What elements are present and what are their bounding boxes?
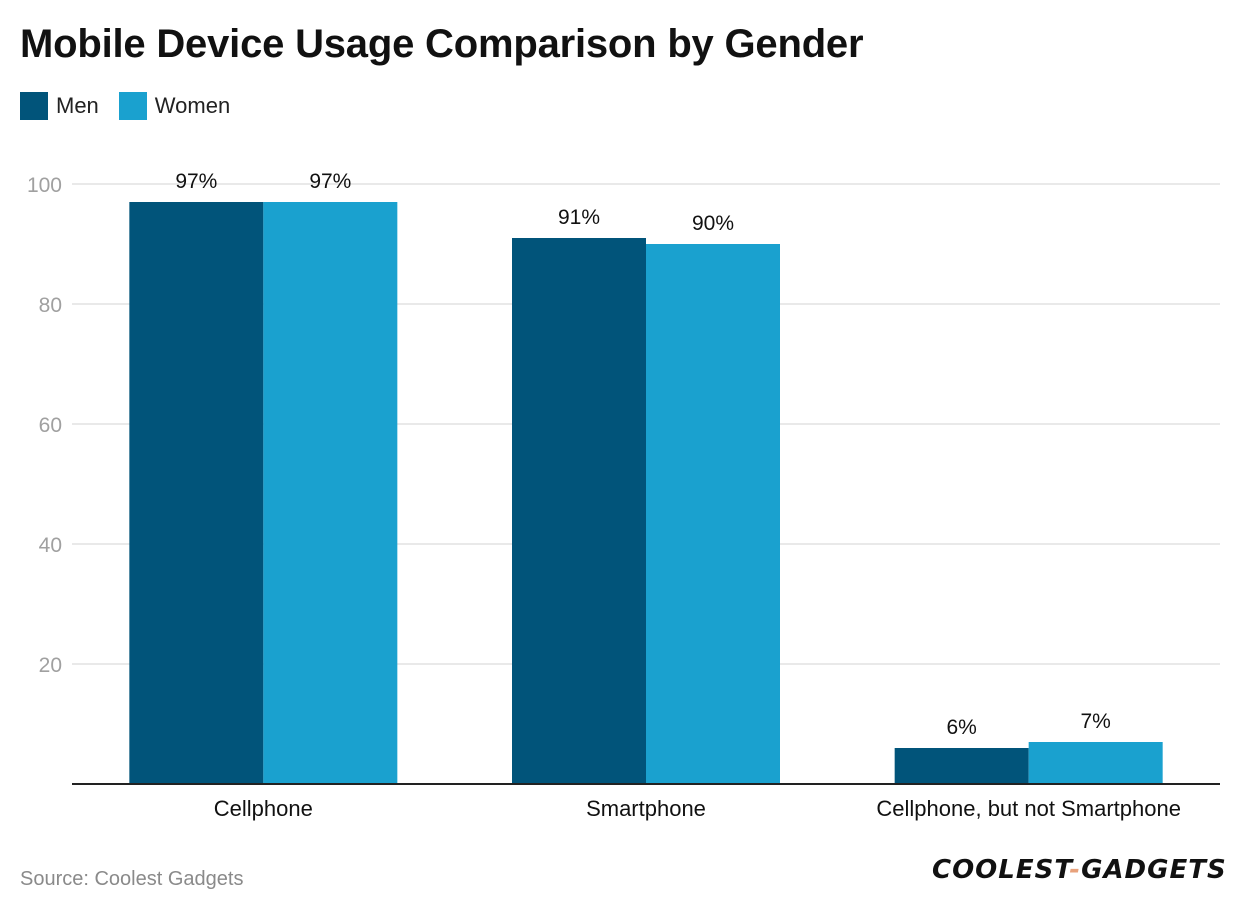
- coolest-gadgets-logo: COOLEST-GADGETS: [932, 855, 1227, 885]
- bar-men-0: [129, 202, 264, 784]
- legend: Men Women: [20, 92, 230, 120]
- legend-label-men: Men: [56, 93, 99, 118]
- y-tick-label-100: 100: [27, 174, 62, 197]
- x-tick-label-2: Cellphone, but not Smartphone: [876, 796, 1181, 821]
- data-label-women-0: 97%: [309, 170, 351, 193]
- y-tick-label-80: 80: [39, 294, 62, 317]
- logo-text-left: COOLEST: [932, 855, 1070, 885]
- chart-title: Mobile Device Usage Comparison by Gender: [20, 22, 864, 66]
- data-label-men-0: 97%: [175, 170, 217, 193]
- logo-dash: -: [1069, 855, 1082, 885]
- source-note: Source: Coolest Gadgets: [20, 868, 244, 890]
- legend-label-women: Women: [154, 93, 231, 118]
- data-label-men-1: 91%: [558, 206, 600, 229]
- bar-women-2: [1028, 742, 1163, 784]
- legend-item-women: Women: [118, 92, 231, 120]
- bar-men-1: [512, 238, 646, 784]
- y-tick-label-40: 40: [39, 534, 62, 557]
- y-tick-label-20: 20: [39, 654, 62, 677]
- logo-text-right: GADGETS: [1081, 855, 1227, 885]
- data-label-men-2: 6%: [946, 716, 976, 739]
- bar-women-1: [646, 244, 780, 784]
- bar-men-2: [894, 748, 1029, 784]
- data-label-women-1: 90%: [692, 212, 734, 235]
- legend-item-men: Men: [20, 92, 99, 120]
- x-tick-label-0: Cellphone: [214, 796, 313, 821]
- data-label-women-2: 7%: [1080, 710, 1110, 733]
- y-tick-label-60: 60: [39, 414, 62, 437]
- bar-women-0: [263, 202, 398, 784]
- x-tick-label-1: Smartphone: [586, 796, 706, 821]
- legend-swatch-women: [118, 92, 147, 120]
- legend-swatch-men: [20, 92, 48, 120]
